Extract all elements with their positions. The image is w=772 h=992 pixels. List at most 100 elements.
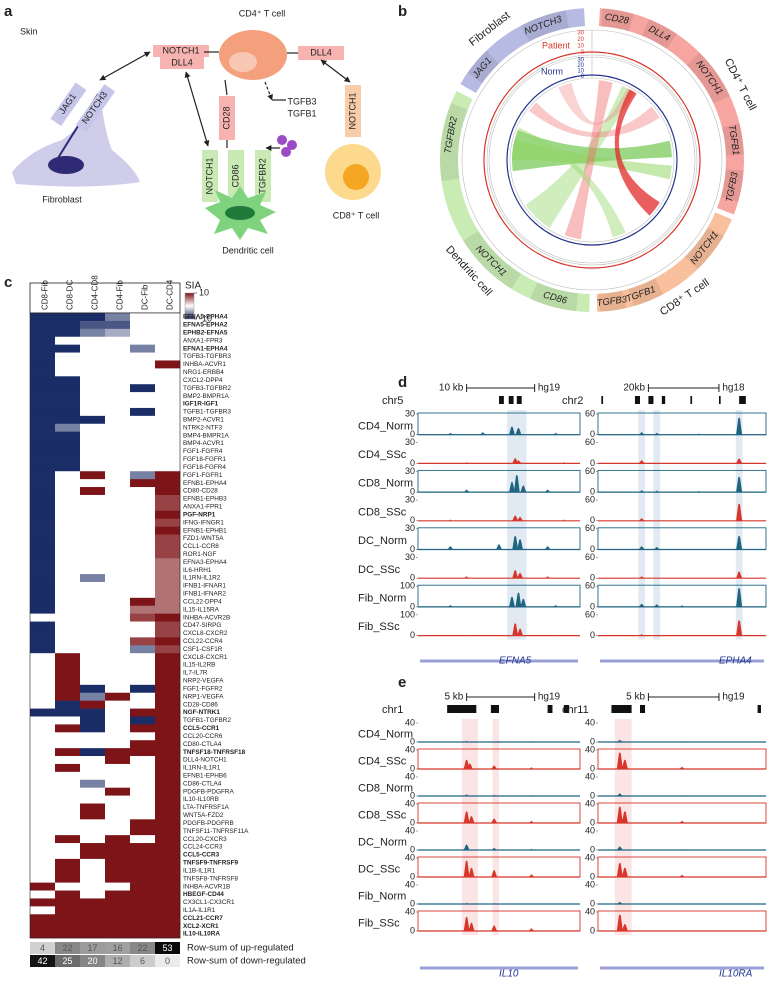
diagram-label: NOTCH1 — [347, 92, 357, 129]
y-tick-label: 60 — [585, 609, 595, 619]
heatmap-cell — [105, 684, 131, 694]
heatmap-cell — [155, 835, 181, 844]
heatmap-cell — [80, 542, 106, 551]
row-label: IFNB1-IFNAR1 — [183, 583, 226, 590]
signal-peak — [463, 811, 470, 823]
heatmap-cell — [55, 930, 81, 939]
signal-peak — [616, 806, 623, 823]
heatmap-cell — [130, 906, 156, 915]
heatmap-cell — [30, 748, 56, 757]
heatmap-cell — [30, 384, 56, 393]
heatmap-cell — [155, 763, 181, 773]
y-tick-label: 0 — [410, 601, 415, 611]
y-tick-label: 0 — [590, 790, 595, 800]
track-tick-label: 30 — [577, 31, 584, 37]
row-sum-caption: Row-sum of up-regulated — [187, 943, 294, 954]
panel-letter: a — [4, 3, 13, 20]
heatmap-cell — [105, 392, 131, 401]
heatmap-cell — [105, 716, 131, 725]
heatmap-cell — [30, 795, 56, 804]
row-label: TGFB3-TGFBR3 — [183, 353, 231, 360]
heatmap-cell — [80, 661, 106, 670]
row-sum-label: 6 — [140, 956, 145, 966]
heatmap-cell — [80, 819, 106, 828]
chord — [528, 102, 660, 138]
genomic-feature — [640, 705, 646, 713]
heatmap-cell — [130, 447, 156, 456]
signal-peak — [517, 572, 523, 579]
signal-peak — [517, 628, 523, 636]
signal-peak — [463, 489, 470, 493]
heatmap-cell — [155, 415, 181, 425]
y-tick-label: 100 — [400, 581, 415, 591]
signal-peak — [512, 535, 519, 550]
highlight — [461, 719, 478, 935]
y-tick-label: 60 — [585, 523, 595, 533]
heatmap-cell — [30, 684, 56, 694]
heatmap-cell — [80, 423, 106, 432]
heatmap-cell — [105, 922, 131, 931]
heatmap-cell — [105, 740, 131, 749]
heatmap-cell — [80, 344, 106, 353]
heatmap-cell — [80, 479, 106, 488]
y-tick-label: 60 — [585, 581, 595, 591]
heatmap-cell — [155, 502, 181, 512]
heatmap-cell — [155, 676, 181, 686]
heatmap-cell — [55, 494, 81, 504]
heatmap-cell — [30, 763, 56, 773]
notch1-box — [153, 45, 209, 57]
heatmap-cell — [130, 843, 156, 852]
genomic-feature — [499, 396, 504, 404]
gene-name: IL10RA — [719, 969, 753, 980]
heatmap-cell — [80, 740, 106, 749]
heatmap-cell — [80, 637, 106, 646]
heatmap-cell — [130, 487, 156, 496]
row-label: FGF1-FGFR2 — [183, 685, 223, 692]
gene-segment — [601, 8, 634, 32]
diagram-label: NOTCH1 — [162, 45, 199, 55]
row-label: EFNB1-EPHB6 — [183, 773, 227, 780]
signal-peak — [515, 427, 522, 435]
row-label: EFNA5-EPHA2 — [183, 322, 228, 329]
row-sum-label: 0 — [165, 956, 170, 966]
heatmap-cell — [155, 376, 181, 385]
heatmap-cell — [55, 431, 81, 440]
heatmap-cell — [105, 589, 131, 599]
heatmap-cell — [55, 779, 81, 788]
arrow — [99, 51, 151, 81]
heatmap-cell — [155, 479, 181, 488]
row-label: NRG1-ERBB4 — [183, 369, 224, 376]
heatmap-cell — [155, 629, 181, 638]
heatmap-cell — [55, 479, 81, 488]
heatmap-cell — [155, 803, 181, 812]
genomic-feature — [757, 705, 761, 713]
notch1-box — [202, 150, 218, 202]
signal-peak — [468, 815, 475, 823]
heatmap-cell — [155, 352, 181, 361]
chord — [515, 127, 626, 238]
heatmap-cell — [105, 669, 131, 678]
tgfbr2-box — [255, 150, 271, 202]
heatmap-cell — [80, 439, 106, 448]
heatmap-cell — [55, 566, 81, 575]
track-label: Norm — [541, 66, 563, 76]
diagram-label: CD4⁺ T cell — [239, 8, 285, 18]
scale-label: 5 kb — [626, 692, 645, 703]
heatmap-cell — [80, 494, 106, 504]
heatmap-cell — [155, 542, 181, 551]
signal-peak — [616, 739, 623, 742]
heatmap-cell — [130, 574, 156, 583]
signal-peak — [528, 795, 535, 797]
heatmap-cell — [55, 756, 81, 765]
signal-peak — [512, 569, 519, 579]
heatmap-cell — [55, 447, 81, 456]
genomic-feature — [547, 705, 553, 713]
heatmap-cell — [105, 621, 131, 630]
heatmap-cell — [130, 756, 156, 765]
track-name: DC_Norm — [358, 836, 407, 848]
heatmap-cell — [80, 756, 106, 765]
diagram-label: DLL4 — [310, 47, 332, 57]
row-sum-label: 42 — [37, 956, 47, 966]
signal-peak — [695, 490, 702, 493]
heatmap-cell — [55, 858, 81, 868]
